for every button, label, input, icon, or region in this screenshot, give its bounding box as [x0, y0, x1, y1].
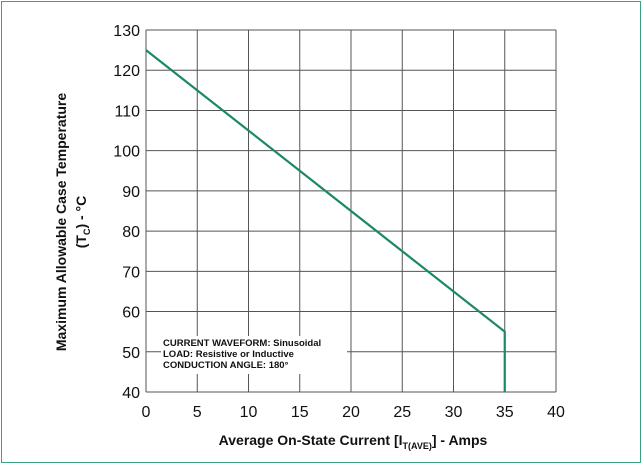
x-tick-labels: 0 5 10 15 20 25 30 35 40 [142, 404, 565, 421]
y-tick-label-4: 80 [122, 224, 140, 241]
x-tick-label-8: 40 [547, 404, 565, 421]
annotation-load: LOAD: Resistive or Inductive [163, 349, 294, 360]
y-tick-label-6: 100 [113, 144, 140, 161]
x-axis-title: Average On-State Current [IT(AVE)] - Amp… [219, 432, 488, 451]
x-tick-label-4: 20 [342, 404, 360, 421]
series-group [145, 49, 506, 392]
y-tick-label-8: 120 [113, 63, 140, 80]
x-tick-label-3: 15 [291, 404, 309, 421]
y-axis-title-line2: (TC) - °C [73, 196, 92, 249]
y-axis-title-line1: Maximum Allowable Case Temperature [53, 93, 69, 352]
x-tick-label-0: 0 [142, 404, 151, 421]
series-line-0 [145, 49, 506, 392]
y-tick-label-0: 40 [122, 385, 140, 402]
y-tick-label-3: 70 [122, 264, 140, 281]
x-tick-label-7: 35 [496, 404, 514, 421]
y-tick-label-5: 90 [122, 184, 140, 201]
x-tick-label-5: 25 [393, 404, 411, 421]
x-tick-label-1: 5 [193, 404, 202, 421]
y-tick-label-1: 50 [122, 345, 140, 362]
grid [145, 29, 557, 393]
x-tick-label-2: 10 [240, 404, 258, 421]
annotation-waveform: CURRENT WAVEFORM: Sinusoidal [163, 338, 321, 349]
y-tick-label-9: 130 [113, 23, 140, 40]
annotation-box: CURRENT WAVEFORM: Sinusoidal LOAD: Resis… [161, 336, 347, 374]
y-tick-label-2: 60 [122, 305, 140, 322]
y-tick-label-7: 110 [114, 103, 140, 120]
annotation-angle: CONDUCTION ANGLE: 180° [163, 360, 289, 371]
x-tick-label-6: 30 [445, 404, 463, 421]
y-tick-labels: 40 50 60 70 80 90 100 110 120 130 [113, 23, 140, 402]
annotation-background [161, 336, 347, 374]
